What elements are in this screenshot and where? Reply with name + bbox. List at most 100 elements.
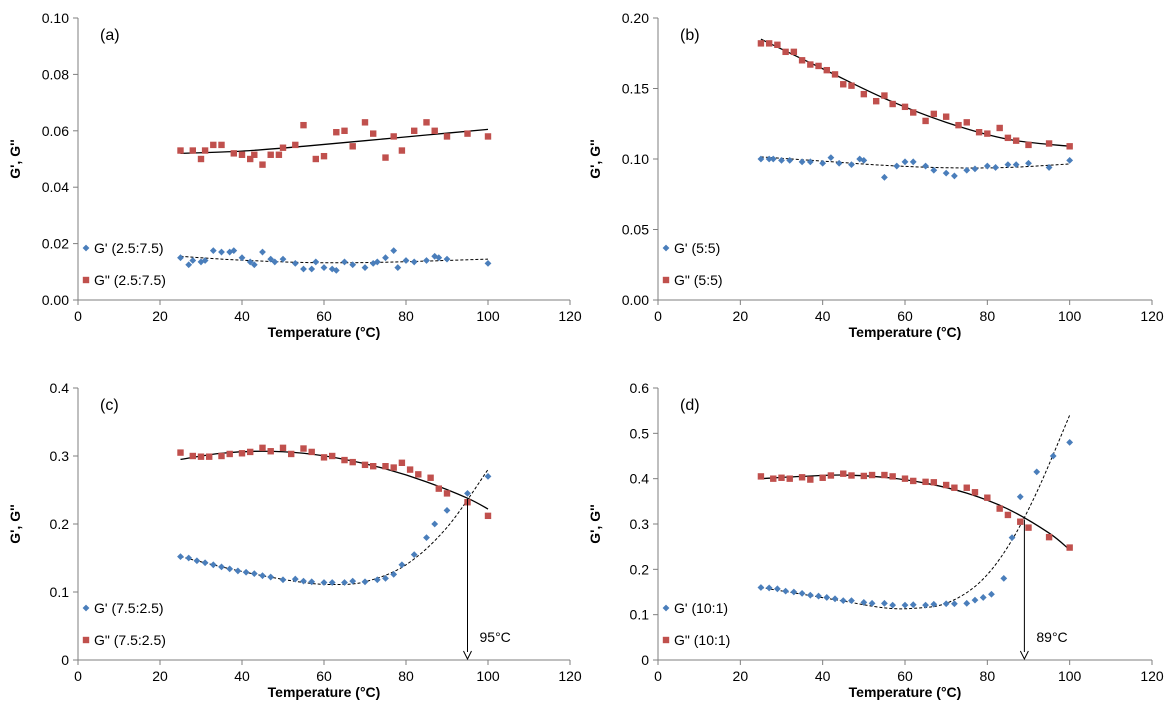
g-double-prime-point <box>197 453 205 460</box>
g-prime-point <box>484 473 492 480</box>
g-prime-point <box>951 172 958 180</box>
g-double-prime-point <box>984 494 991 501</box>
g-prime-point <box>193 557 201 565</box>
g-prime-point <box>312 258 320 266</box>
g-double-prime-point <box>910 109 917 116</box>
g-prime-point <box>218 563 225 571</box>
panel-label: (b) <box>680 27 700 44</box>
y-tick-label: 0.20 <box>622 10 649 26</box>
g-double-prime-point <box>1025 524 1032 531</box>
g-double-prime-point <box>226 450 233 458</box>
g-prime-point <box>765 155 773 163</box>
g-prime-point <box>757 584 765 591</box>
g-prime-point <box>410 258 418 266</box>
y-axis-label: G', G'' <box>587 139 603 179</box>
x-tick-label: 100 <box>1058 668 1082 684</box>
g-double-prime-point <box>872 97 880 105</box>
g-prime-point <box>209 247 217 255</box>
x-tick-label: 20 <box>152 308 168 324</box>
g-prime-point <box>806 591 814 599</box>
x-tick-label: 40 <box>815 308 831 324</box>
g-prime-point <box>922 601 929 609</box>
y-tick-label: 0.08 <box>42 66 69 82</box>
g-double-prime-point <box>951 484 958 491</box>
y-tick-label: 0.15 <box>622 81 649 97</box>
g-double-prime-point <box>411 127 418 134</box>
x-tick-label: 100 <box>1058 308 1082 324</box>
g-double-prime-point <box>218 452 225 460</box>
g-prime-point <box>349 261 357 269</box>
g-double-prime-point <box>201 147 209 154</box>
g-prime-point <box>1033 468 1041 476</box>
g-prime-point <box>815 592 822 600</box>
g-double-prime-point <box>996 124 1003 132</box>
g-double-prime-point <box>275 151 283 158</box>
g-prime-point <box>185 554 193 562</box>
x-tick-label: 60 <box>316 668 332 684</box>
x-tick-label: 40 <box>815 668 831 684</box>
g-double-prime-point <box>819 474 826 481</box>
g-double-prime-point <box>1004 511 1012 519</box>
y-tick-label: 0.10 <box>622 151 649 167</box>
g-prime-point <box>860 157 868 164</box>
g-prime-trendline <box>760 156 1070 169</box>
g-double-prime-point <box>341 456 348 464</box>
g-prime-point <box>881 173 888 181</box>
y-tick-label: 0.5 <box>630 425 650 441</box>
g-double-prime-point <box>901 103 909 111</box>
g-prime-point <box>189 257 197 264</box>
g-prime-point <box>349 577 357 585</box>
g-double-prime-point <box>798 474 806 481</box>
g-double-prime-point <box>300 445 307 452</box>
g-prime-point <box>177 254 184 262</box>
x-axis-label: Temperature (°C) <box>849 324 962 340</box>
g-prime-point <box>901 601 909 609</box>
g-double-prime-point <box>427 474 434 481</box>
g-double-prime-point <box>300 121 307 129</box>
legend-g-double-prime-marker <box>662 276 670 284</box>
g-prime-point <box>382 575 389 582</box>
g-prime-point <box>909 158 917 166</box>
g-double-prime-point <box>406 466 414 473</box>
g-prime-point <box>1000 575 1008 582</box>
g-prime-point <box>827 154 835 161</box>
g-prime-point <box>177 553 184 561</box>
y-tick-label: 0.06 <box>42 123 69 139</box>
g-prime-point <box>259 248 266 256</box>
x-tick-label: 0 <box>74 308 82 324</box>
g-double-prime-point <box>930 479 938 486</box>
g-prime-point <box>308 578 316 586</box>
x-tick-label: 0 <box>74 668 82 684</box>
g-prime-point <box>786 157 794 164</box>
g-double-prime-point <box>484 512 492 520</box>
g-prime-point <box>1025 159 1032 167</box>
g-prime-point <box>398 561 406 569</box>
g-prime-point <box>197 258 205 266</box>
g-double-prime-point <box>1017 518 1024 525</box>
g-double-prime-point <box>996 505 1003 512</box>
x-tick-label: 60 <box>316 308 332 324</box>
g-double-prime-point <box>267 151 274 158</box>
crossover-temperature-label: 89°C <box>1036 629 1067 645</box>
g-double-prime-point <box>390 133 397 140</box>
y-tick-label: 0.4 <box>50 380 70 396</box>
g-prime-point <box>889 601 897 609</box>
g-double-prime-point <box>333 129 340 136</box>
g-prime-point <box>209 561 217 569</box>
x-tick-label: 60 <box>897 668 913 684</box>
g-prime-point <box>218 248 225 256</box>
g-double-prime-point <box>848 82 855 89</box>
g-prime-point <box>757 155 765 163</box>
g-prime-point <box>201 257 209 264</box>
g-double-prime-point <box>827 472 835 479</box>
y-tick-label: 0.1 <box>630 607 650 623</box>
g-prime-point <box>819 159 827 167</box>
g-double-prime-point <box>210 141 217 149</box>
g-prime-point <box>769 155 777 163</box>
x-tick-label: 20 <box>152 668 168 684</box>
g-double-prime-point <box>757 40 765 47</box>
g-prime-point <box>790 588 798 596</box>
x-tick-label: 80 <box>398 668 414 684</box>
g-double-prime-point <box>774 41 781 48</box>
g-prime-point <box>848 161 855 169</box>
